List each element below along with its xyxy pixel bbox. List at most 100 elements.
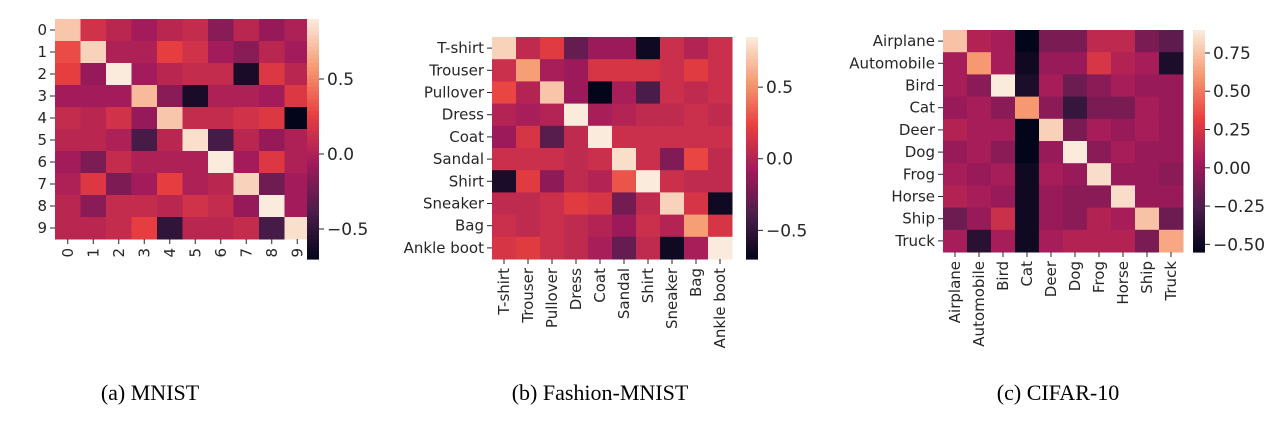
heatmap-cell xyxy=(259,107,285,130)
colorbar-segment xyxy=(1193,159,1205,164)
y-tick-label: 2 xyxy=(37,65,47,83)
x-tick-label: 9 xyxy=(288,248,306,258)
colorbar-segment xyxy=(1193,185,1205,190)
colorbar-segment xyxy=(1193,181,1205,186)
colorbar-tick-label: 0.5 xyxy=(327,70,354,90)
colorbar-segment xyxy=(307,171,319,176)
heatmap-cell xyxy=(233,107,260,130)
heatmap-cell xyxy=(182,195,209,218)
heatmap-cell xyxy=(1135,30,1160,53)
colorbar-segment xyxy=(746,55,758,60)
heatmap-cell xyxy=(660,236,685,260)
heatmap-cell xyxy=(259,173,285,196)
colorbar-segment xyxy=(746,122,758,127)
colorbar-segment xyxy=(746,210,758,216)
colorbar-segment xyxy=(1193,104,1205,109)
heatmap-cell xyxy=(612,103,637,127)
colorbar-segment xyxy=(307,103,319,108)
colorbar-segment xyxy=(1193,244,1205,249)
colorbar-segment xyxy=(1193,70,1205,75)
heatmap-cell xyxy=(564,125,589,149)
colorbar-segment xyxy=(1193,122,1205,127)
heatmap-cell xyxy=(259,63,285,86)
heatmap-cell xyxy=(233,173,260,196)
heatmap-cell xyxy=(106,107,132,130)
colorbar-segment xyxy=(307,31,319,36)
colorbar-segment xyxy=(307,55,319,60)
heatmap-cell xyxy=(80,173,107,196)
heatmap-cell xyxy=(660,59,685,82)
colorbar-segment xyxy=(746,77,758,82)
colorbar-segment xyxy=(746,88,758,94)
x-tick-label: Sandal xyxy=(615,268,633,319)
colorbar-segment xyxy=(307,247,319,252)
x-tick-label: 8 xyxy=(263,248,281,258)
heatmap-cell xyxy=(1063,30,1088,53)
colorbar-segment xyxy=(307,123,319,128)
heatmap-cell xyxy=(708,148,733,171)
heatmap-cell xyxy=(540,103,565,127)
heatmap-cell xyxy=(492,148,517,171)
colorbar-segment xyxy=(746,118,758,123)
heatmap-cell xyxy=(80,195,107,218)
heatmap-cell xyxy=(564,236,589,260)
heatmap-cell xyxy=(1039,74,1064,98)
heatmap-cell xyxy=(55,217,81,240)
y-tick-label: Bag xyxy=(455,217,484,235)
y-tick-label: 0 xyxy=(37,21,47,39)
heatmap-cell xyxy=(588,148,613,171)
heatmap-cell xyxy=(1135,229,1160,253)
heatmap-cell xyxy=(612,192,637,216)
colorbar-tick-label: 0.0 xyxy=(327,145,354,165)
y-tick-label: Deer xyxy=(899,121,936,139)
heatmap-cell xyxy=(967,74,992,98)
colorbar-segment xyxy=(746,155,758,160)
heatmap-cell xyxy=(1039,118,1064,142)
heatmap-cell xyxy=(540,37,565,60)
y-tick-label: Cat xyxy=(909,99,935,117)
heatmap-cell xyxy=(80,19,107,42)
heatmap-cell xyxy=(131,195,158,218)
colorbar-segment xyxy=(746,196,758,201)
heatmap-cell xyxy=(612,59,637,82)
heatmap-cell xyxy=(55,151,81,174)
heatmap-cell xyxy=(233,85,260,108)
colorbar-segment xyxy=(1193,115,1205,120)
colorbar-segment xyxy=(746,48,758,53)
y-tick-label: 7 xyxy=(37,175,47,193)
heatmap-cell xyxy=(943,30,968,53)
colorbar-segment xyxy=(307,83,319,88)
heatmap-cell xyxy=(284,107,311,130)
heatmap-cell xyxy=(708,103,733,127)
x-tick-label: Pullover xyxy=(543,267,561,328)
heatmap-cell xyxy=(1111,207,1136,231)
heatmap-cell xyxy=(1159,96,1184,120)
heatmap-cell xyxy=(157,129,183,152)
heatmap-cell xyxy=(208,151,234,174)
heatmap-cell xyxy=(80,217,107,240)
heatmap-cell xyxy=(1039,229,1064,253)
colorbar-segment xyxy=(1193,152,1205,157)
heatmap-cell xyxy=(1111,163,1136,186)
heatmap-cell xyxy=(516,214,541,238)
heatmap-cell xyxy=(564,214,589,238)
y-tick-label: Shirt xyxy=(449,172,484,190)
colorbar-segment xyxy=(307,239,319,244)
x-tick-label: Horse xyxy=(1114,261,1132,305)
heatmap-cell xyxy=(208,107,234,130)
heatmap-cell xyxy=(967,141,992,164)
heatmap-cell xyxy=(708,170,733,193)
heatmap-cell xyxy=(540,192,565,216)
y-tick-label: Sandal xyxy=(433,150,484,168)
heatmap-cell xyxy=(492,81,517,105)
heatmap-cell xyxy=(80,129,107,152)
heatmap-cell xyxy=(284,41,311,64)
colorbar-segment xyxy=(746,255,758,260)
colorbar-segment xyxy=(307,195,319,200)
colorbar-tick-label: 0.25 xyxy=(1213,121,1251,141)
colorbar-segment xyxy=(307,207,319,212)
heatmap-cell xyxy=(106,195,132,218)
colorbar-segment xyxy=(746,114,758,119)
x-tick-label: Deer xyxy=(1042,260,1060,297)
